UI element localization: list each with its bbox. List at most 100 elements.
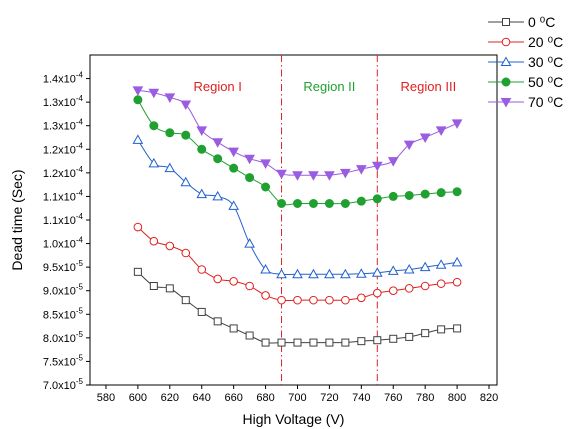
data-point: [261, 338, 270, 347]
data-point: [387, 265, 399, 275]
data-point: [212, 138, 224, 148]
data-point: [435, 259, 447, 269]
region-label: Region II: [303, 79, 355, 94]
x-tick-label: 620: [161, 392, 179, 404]
data-point: [388, 191, 398, 201]
legend-item: 20 ⁰C: [488, 34, 563, 50]
data-point: [309, 295, 318, 305]
region-boundaries: [281, 55, 378, 385]
series-3: [133, 95, 462, 208]
y-tick-label: 1.0x10-4: [43, 236, 84, 251]
data-point: [213, 154, 223, 164]
data-point: [260, 263, 271, 274]
data-point: [133, 95, 143, 105]
data-point: [421, 329, 430, 338]
data-point: [132, 86, 144, 96]
data-point: [419, 261, 431, 272]
data-point: [180, 100, 192, 111]
data-point: [437, 325, 446, 334]
y-tick-label: 1.1x10-4: [43, 188, 84, 203]
data-point: [371, 267, 383, 277]
x-tick-label: 640: [193, 392, 211, 404]
series-0: [133, 267, 462, 347]
data-point: [341, 295, 350, 305]
data-point: [373, 336, 382, 345]
data-point: [293, 295, 302, 305]
region-label: Region III: [401, 79, 457, 94]
x-axis-title: High Voltage (V): [243, 411, 345, 427]
data-point: [388, 286, 398, 296]
x-tick-label: 660: [224, 392, 242, 404]
data-point: [197, 307, 206, 316]
data-point: [261, 182, 271, 192]
y-tick-label: 1.3x10-4: [43, 118, 84, 133]
y-tick-label: 1.2x10-4: [43, 165, 84, 180]
data-point: [244, 238, 255, 248]
legend-marker: [502, 18, 510, 26]
x-tick-label: 700: [288, 392, 306, 404]
x-tick-label: 720: [320, 392, 338, 404]
data-point: [228, 147, 240, 158]
plot-border: [89, 54, 498, 386]
data-point: [451, 256, 463, 267]
series-2: [132, 134, 463, 279]
data-point: [229, 276, 238, 286]
legend-label: 0 ⁰C: [528, 14, 555, 30]
data-point: [387, 157, 399, 167]
data-point: [276, 169, 287, 180]
y-tick-label: 1.4x10-4: [43, 71, 84, 86]
legend-item: 70 ⁰C: [488, 94, 563, 110]
data-point: [277, 338, 286, 347]
series-1: [133, 222, 462, 305]
data-point: [245, 331, 254, 340]
data-point: [357, 293, 366, 303]
data-point: [181, 296, 190, 305]
data-point: [245, 173, 255, 183]
y-axis-ticks: 7.0x10-5 7.5x10-5 8.0x10-5 8.5x10-5 9.0x10-5…: [43, 71, 90, 392]
data-point: [292, 171, 303, 181]
x-tick-label: 600: [129, 392, 147, 404]
data-point: [436, 188, 446, 198]
data-point: [196, 188, 208, 199]
legend-item: 30 ⁰C: [488, 54, 563, 70]
data-point: [389, 334, 398, 343]
data-point: [403, 263, 415, 274]
data-point: [405, 332, 414, 341]
y-tick-label: 8.5x10-5: [43, 306, 84, 321]
legend-marker: [500, 98, 512, 108]
data-point: [324, 171, 335, 181]
data-point: [277, 295, 286, 305]
data-point: [404, 190, 414, 200]
data-point: [371, 161, 383, 172]
legend-marker: [500, 56, 512, 66]
data-point: [452, 277, 462, 287]
data-point: [133, 267, 142, 276]
data-point: [325, 338, 334, 347]
y-tick-label: 7.5x10-5: [43, 353, 84, 368]
legend-label: 30 ⁰C: [528, 54, 563, 70]
data-point: [229, 163, 239, 173]
data-point: [452, 187, 462, 197]
data-point: [197, 265, 207, 274]
data-point: [229, 324, 238, 333]
data-point: [325, 295, 334, 305]
data-point: [309, 338, 318, 347]
data-point: [212, 190, 224, 201]
y-tick-label: 7.0x10-5: [43, 377, 84, 392]
data-point: [276, 268, 287, 279]
data-point: [148, 157, 160, 168]
legend-item: 50 ⁰C: [488, 74, 563, 90]
data-point: [308, 268, 319, 279]
data-point: [165, 241, 175, 251]
data-point: [197, 144, 207, 154]
series-line: [137, 99, 458, 206]
region-labels: Region I Region II Region III: [193, 79, 456, 94]
data-point: [324, 268, 335, 279]
data-point: [148, 88, 160, 99]
data-point: [213, 274, 222, 284]
data-point: [420, 189, 430, 199]
data-point: [196, 126, 208, 136]
data-point: [132, 134, 144, 144]
data-point: [356, 196, 366, 206]
